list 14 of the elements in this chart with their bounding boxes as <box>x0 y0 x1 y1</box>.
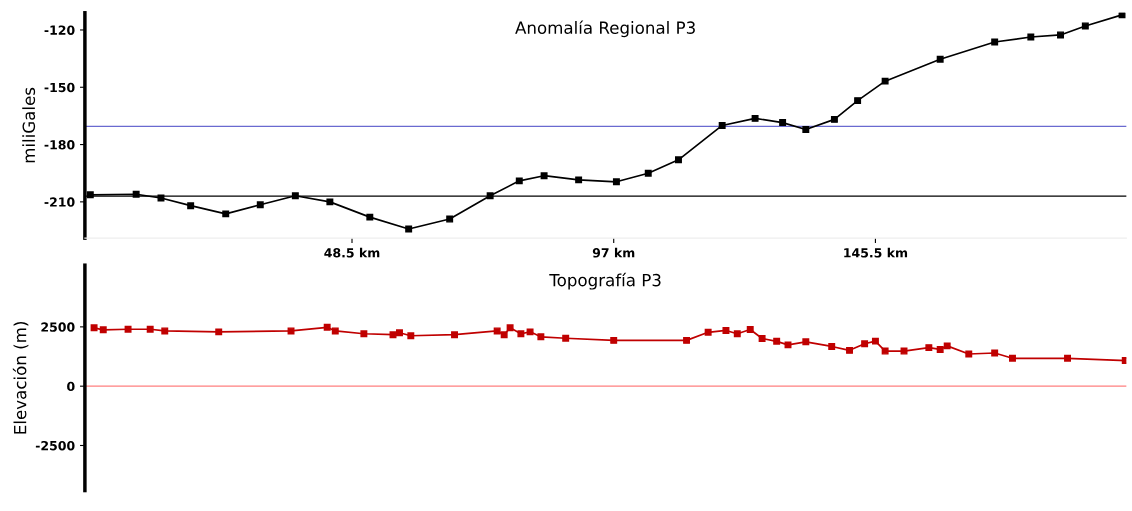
y-tick-label: 0 <box>67 381 75 392</box>
y-tick-label: 2500 <box>41 322 75 332</box>
x-tick-label: 97 km <box>592 247 635 258</box>
x-tick-label: 48.5 km <box>324 247 380 258</box>
y-axis-title: Elevación (m) <box>12 322 29 434</box>
y-axis-title: miliGales <box>22 87 36 163</box>
y-tick-label: -120 <box>44 25 75 35</box>
x-tick-label: 145.5 km <box>844 247 908 258</box>
y-tick-label: -210 <box>44 197 75 207</box>
y-tick-label: -150 <box>44 82 75 93</box>
y-tick-label: -2500 <box>35 440 75 451</box>
chart-title: Anomalía Regional P3 <box>515 20 695 38</box>
y-tick-label: -180 <box>44 140 75 150</box>
chart-title: Topografía P3 <box>549 272 661 290</box>
